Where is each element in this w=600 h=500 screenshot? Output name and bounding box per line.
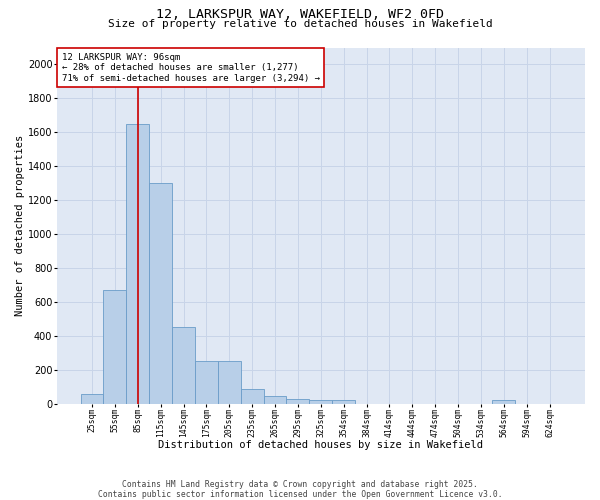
Bar bbox=[103, 290, 127, 404]
Bar bbox=[172, 328, 195, 404]
Text: 12 LARKSPUR WAY: 96sqm
← 28% of detached houses are smaller (1,277)
71% of semi-: 12 LARKSPUR WAY: 96sqm ← 28% of detached… bbox=[62, 53, 320, 82]
Bar bbox=[241, 388, 263, 404]
Bar bbox=[127, 124, 149, 404]
Bar bbox=[195, 362, 218, 404]
Bar bbox=[286, 398, 310, 404]
Text: Contains HM Land Registry data © Crown copyright and database right 2025.
Contai: Contains HM Land Registry data © Crown c… bbox=[98, 480, 502, 499]
Text: 12, LARKSPUR WAY, WAKEFIELD, WF2 0FD: 12, LARKSPUR WAY, WAKEFIELD, WF2 0FD bbox=[156, 8, 444, 20]
Bar bbox=[263, 396, 286, 404]
X-axis label: Distribution of detached houses by size in Wakefield: Distribution of detached houses by size … bbox=[158, 440, 483, 450]
Y-axis label: Number of detached properties: Number of detached properties bbox=[15, 135, 25, 316]
Bar bbox=[332, 400, 355, 404]
Bar bbox=[493, 400, 515, 404]
Text: Size of property relative to detached houses in Wakefield: Size of property relative to detached ho… bbox=[107, 19, 493, 29]
Bar bbox=[149, 183, 172, 404]
Bar bbox=[310, 400, 332, 404]
Bar bbox=[218, 362, 241, 404]
Bar bbox=[80, 394, 103, 404]
